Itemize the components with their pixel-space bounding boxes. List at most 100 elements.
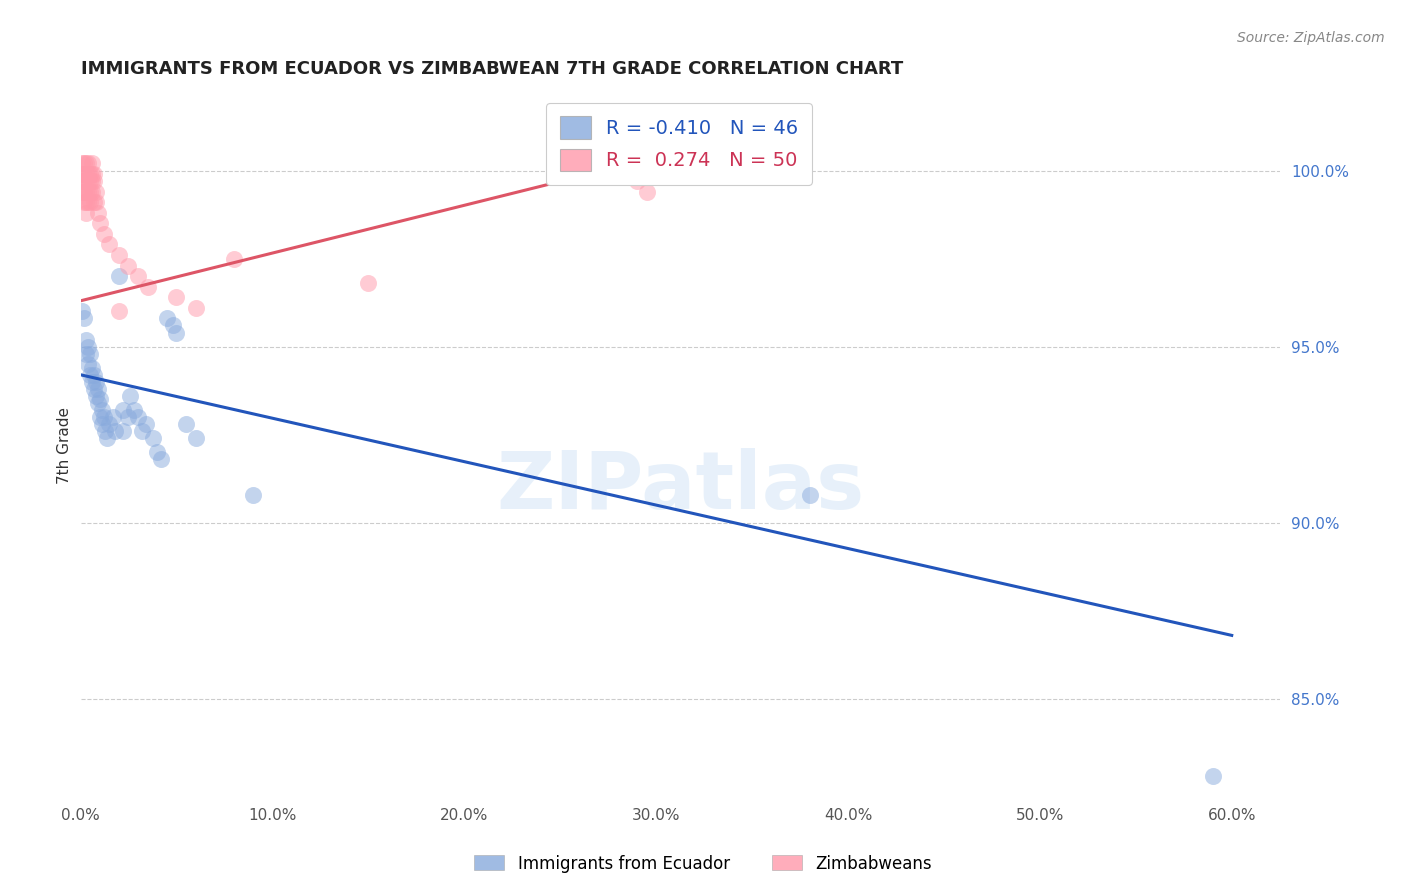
Point (79, 174, 101, 188)
Point (73, 174, 96, 188)
Text: IMMIGRANTS FROM ECUADOR VS ZIMBABWEAN 7TH GRADE CORRELATION CHART: IMMIGRANTS FROM ECUADOR VS ZIMBABWEAN 7T… (80, 60, 903, 78)
Point (89, 392, 111, 407)
Point (73, 167, 96, 181)
Point (83, 382, 105, 396)
Point (222, 252, 245, 266)
Point (98, 417, 121, 431)
Point (80, 167, 103, 181)
Point (120, 389, 142, 403)
Point (165, 326, 187, 340)
Point (94, 424, 117, 438)
Point (146, 445, 169, 459)
Point (73, 185, 96, 199)
Point (242, 487, 264, 501)
Text: Source: ZipAtlas.com: Source: ZipAtlas.com (1237, 31, 1385, 45)
Point (84, 185, 107, 199)
Point (131, 424, 153, 438)
Point (127, 410, 149, 425)
Point (75, 167, 97, 181)
Point (93, 410, 115, 425)
Point (75, 346, 97, 360)
Point (165, 290, 187, 304)
Point (73, 156, 96, 170)
Point (80, 174, 103, 188)
Point (79, 195, 101, 210)
Point (84, 375, 107, 389)
Y-axis label: 7th Grade: 7th Grade (58, 407, 72, 483)
Point (89, 216, 111, 230)
Point (75, 156, 97, 170)
Point (174, 417, 197, 431)
Point (96, 431, 118, 445)
Point (80, 360, 103, 375)
Point (79, 185, 101, 199)
Point (75, 195, 97, 210)
Point (89, 410, 111, 425)
Point (77, 195, 100, 210)
Point (90, 403, 112, 417)
Point (111, 403, 134, 417)
Point (83, 174, 105, 188)
Point (108, 304, 131, 318)
Point (77, 185, 100, 199)
Point (90, 417, 112, 431)
Point (83, 368, 105, 382)
Point (77, 174, 100, 188)
Point (626, 174, 648, 188)
Point (184, 431, 207, 445)
Point (75, 185, 97, 199)
Point (122, 403, 145, 417)
Point (72, 156, 94, 170)
Point (636, 185, 658, 199)
Point (104, 424, 127, 438)
Point (606, 156, 628, 170)
Point (93, 227, 115, 241)
Point (79, 167, 101, 181)
Point (111, 424, 134, 438)
Point (135, 417, 157, 431)
Point (1201, 769, 1223, 783)
Point (150, 452, 173, 467)
Point (87, 206, 110, 220)
Point (162, 318, 184, 333)
Point (79, 368, 101, 382)
Point (83, 195, 105, 210)
Point (72, 174, 94, 188)
Point (184, 301, 207, 315)
Point (108, 248, 131, 262)
Point (87, 396, 110, 410)
Point (117, 259, 139, 273)
Point (73, 195, 96, 210)
Point (108, 269, 131, 284)
Point (136, 279, 159, 293)
Point (799, 487, 821, 501)
Point (77, 357, 100, 371)
Point (80, 156, 103, 170)
Point (101, 410, 124, 425)
Legend: R = -0.410   N = 46, R =  0.274   N = 50: R = -0.410 N = 46, R = 0.274 N = 50 (546, 103, 811, 185)
Point (75, 206, 97, 220)
Point (127, 269, 149, 284)
Point (83, 167, 105, 181)
Point (73, 311, 96, 326)
Point (77, 167, 100, 181)
Point (142, 431, 165, 445)
Point (79, 346, 101, 360)
Point (156, 311, 179, 326)
Point (80, 185, 103, 199)
Point (80, 375, 103, 389)
Point (72, 304, 94, 318)
Point (75, 174, 97, 188)
Point (84, 389, 107, 403)
Legend: Immigrants from Ecuador, Zimbabweans: Immigrants from Ecuador, Zimbabweans (468, 848, 938, 880)
Point (77, 156, 100, 170)
Point (98, 237, 121, 252)
Point (87, 382, 110, 396)
Point (616, 167, 638, 181)
Point (357, 277, 380, 291)
Point (117, 410, 139, 425)
Point (72, 185, 94, 199)
Point (84, 195, 107, 210)
Point (77, 340, 100, 354)
Point (72, 167, 94, 181)
